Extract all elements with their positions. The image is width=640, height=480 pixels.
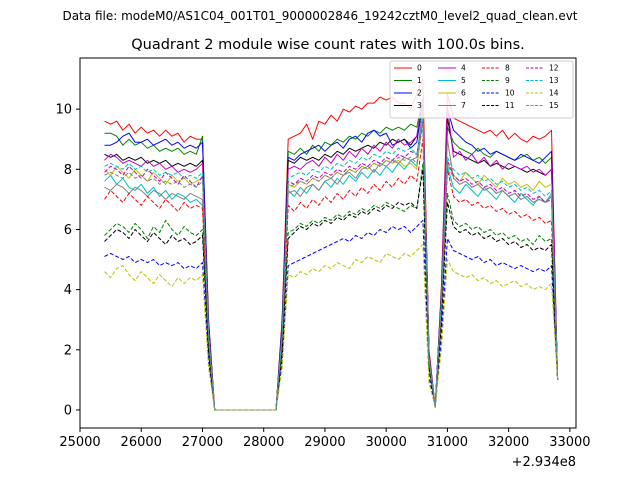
y-axis: 0 2 4 6 8 10 <box>55 103 80 418</box>
x-tick-label: 29000 <box>304 435 345 450</box>
chart-title: Quadrant 2 module wise count rates with … <box>131 37 525 53</box>
series-line-4 <box>104 96 559 411</box>
legend-label-1: 1 <box>417 76 422 85</box>
legend-label-10: 10 <box>505 89 515 98</box>
figure-suptitle: Data file: modeM0/AS1C04_001T01_90000028… <box>62 9 577 23</box>
series-line-0 <box>104 78 559 411</box>
x-tick-label: 26000 <box>121 435 162 450</box>
series-layer <box>104 78 559 411</box>
series-line-13 <box>104 117 559 411</box>
x-tick-label: 32000 <box>488 435 529 450</box>
x-tick-label: 27000 <box>182 435 223 450</box>
series-line-12 <box>104 120 559 411</box>
legend-label-0: 0 <box>417 64 422 73</box>
x-axis: 25000 26000 27000 28000 29000 30000 31000 32000… <box>59 428 591 450</box>
legend-label-7: 7 <box>461 101 466 110</box>
legend-label-11: 11 <box>505 101 515 110</box>
legend-label-12: 12 <box>549 64 559 73</box>
y-tick-label: 10 <box>55 103 72 118</box>
series-line-15 <box>104 123 559 411</box>
x-tick-label: 30000 <box>365 435 406 450</box>
y-tick-label: 6 <box>64 223 72 238</box>
x-offset-label: +2.934e8 <box>512 455 576 470</box>
x-tick-label: 31000 <box>427 435 468 450</box>
legend-label-2: 2 <box>417 89 422 98</box>
series-line-11 <box>104 168 559 411</box>
legend-label-14: 14 <box>549 89 559 98</box>
legend-label-13: 13 <box>549 76 559 85</box>
series-line-9 <box>104 162 559 411</box>
series-line-3 <box>104 99 559 411</box>
y-tick-label: 2 <box>64 343 72 358</box>
x-tick-label: 28000 <box>243 435 284 450</box>
x-tick-label: 25000 <box>59 435 100 450</box>
legend-label-6: 6 <box>461 89 466 98</box>
y-tick-label: 8 <box>64 163 72 178</box>
series-line-10 <box>104 219 559 411</box>
series-line-14 <box>104 244 559 411</box>
series-line-5 <box>104 117 559 411</box>
legend-label-3: 3 <box>417 101 422 110</box>
legend-label-4: 4 <box>461 64 466 73</box>
legend-label-9: 9 <box>505 76 510 85</box>
legend-label-8: 8 <box>505 64 510 73</box>
legend-frame <box>389 60 574 119</box>
y-tick-label: 4 <box>64 283 72 298</box>
legend-label-15: 15 <box>549 101 559 110</box>
axes-frame <box>79 57 577 429</box>
series-line-8 <box>104 138 559 411</box>
series-line-2 <box>104 102 559 411</box>
y-tick-label: 0 <box>64 403 72 418</box>
legend-label-5: 5 <box>461 76 466 85</box>
x-tick-label: 33000 <box>549 435 590 450</box>
